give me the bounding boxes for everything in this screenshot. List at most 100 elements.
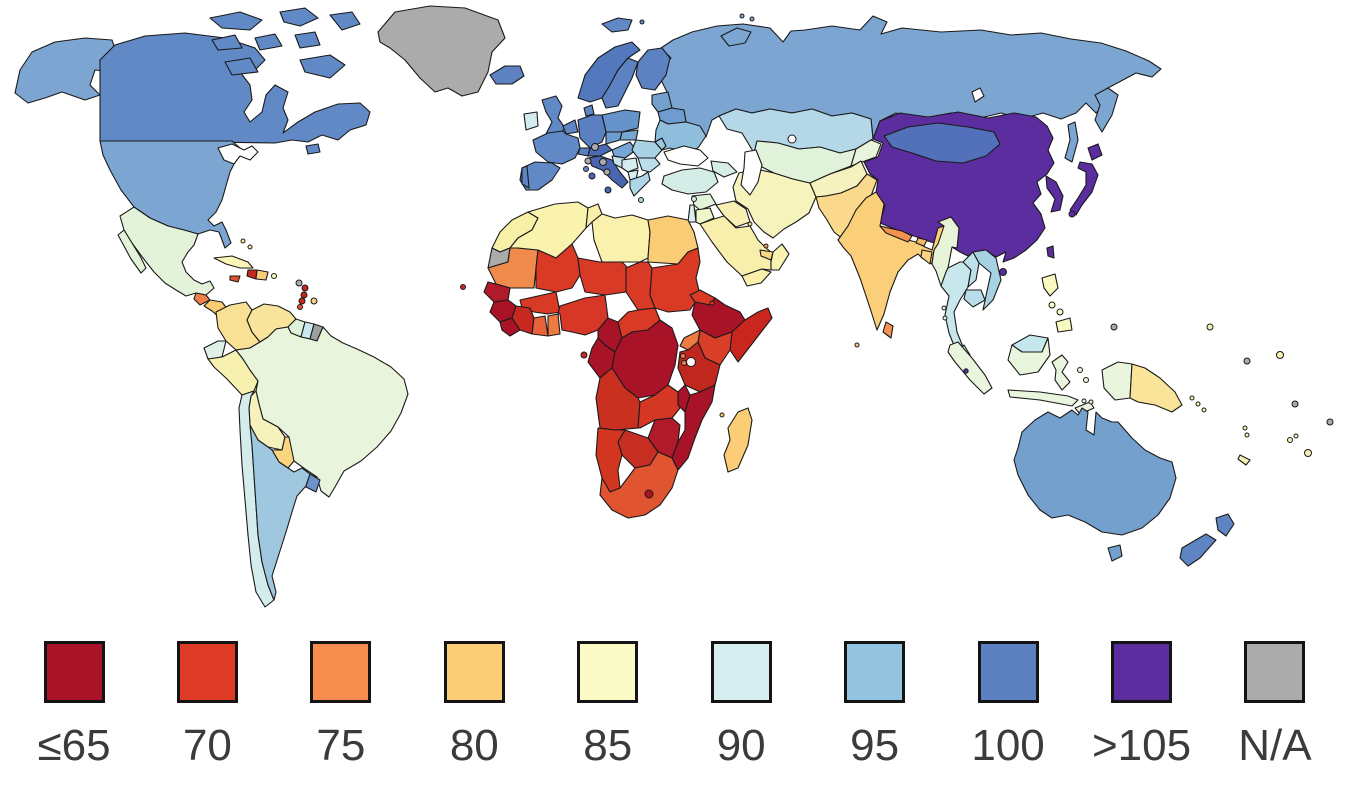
legend-label-2: 75	[316, 721, 366, 770]
region-papua-new-guinea	[1129, 363, 1183, 413]
legend-item-3: 80	[422, 641, 526, 768]
region-taiwan	[1046, 245, 1055, 259]
region-sudan	[649, 247, 701, 313]
legend-label-3: 80	[449, 721, 499, 770]
legend-label-8: >105	[1091, 721, 1192, 770]
legend-swatch-4	[577, 641, 639, 703]
region-solomon-3	[1201, 407, 1207, 413]
region-bali	[1081, 398, 1087, 404]
legend-item-9: N/A	[1223, 641, 1327, 768]
region-black-sea	[663, 145, 709, 167]
region-arctic-island-3	[329, 11, 361, 31]
region-sri-lanka	[882, 321, 894, 339]
region-uruguay	[305, 473, 321, 493]
region-qatar	[763, 243, 769, 249]
region-vanuatu-1	[1242, 425, 1248, 431]
region-kuwait	[747, 221, 753, 227]
region-svalbard	[601, 17, 633, 33]
region-franz-josef-1	[739, 13, 745, 19]
region-haiti	[246, 269, 258, 280]
legend-item-1: 70	[155, 641, 259, 768]
region-sweden	[601, 57, 639, 109]
region-djibouti	[709, 300, 715, 306]
legend-item-4: 85	[556, 641, 660, 768]
region-czechia	[605, 131, 623, 145]
region-new-guinea-west	[1101, 361, 1133, 401]
region-andaman-2	[942, 315, 948, 321]
region-dominican-republic	[255, 269, 269, 281]
region-maldives	[854, 342, 860, 348]
legend-item-8: >105	[1090, 641, 1194, 768]
region-microstate-2	[584, 157, 592, 165]
legend-item-2: 75	[289, 641, 393, 768]
region-sao-tome	[580, 351, 588, 359]
region-arctic-island-2	[279, 7, 319, 27]
region-new-zealand-south	[1179, 533, 1217, 567]
region-mozambique	[671, 384, 716, 471]
region-germany	[577, 114, 607, 149]
region-syria	[691, 193, 717, 211]
region-canada	[99, 32, 371, 144]
legend-swatch-1	[176, 641, 238, 703]
legend-swatch-3	[443, 641, 505, 703]
region-bangladesh	[920, 249, 933, 265]
region-franz-josef-2	[749, 16, 755, 22]
legend-swatch-9	[1244, 641, 1306, 703]
legend-item-5: 90	[689, 641, 793, 768]
region-microstate-4	[603, 168, 611, 176]
region-greece	[629, 171, 651, 197]
region-nepal	[879, 225, 913, 243]
region-arctic-island-6	[294, 31, 321, 49]
region-iceland	[489, 65, 525, 85]
region-lebanon-israel	[687, 204, 697, 223]
region-baffin-island	[299, 54, 346, 79]
region-lombok	[1088, 399, 1094, 405]
region-united-kingdom	[541, 95, 566, 137]
region-sumatra	[947, 341, 993, 395]
region-bhutan	[915, 237, 928, 247]
region-philippines-visayas-1	[1048, 301, 1056, 309]
region-cape-verde	[460, 284, 466, 290]
region-slovakia	[619, 129, 639, 141]
region-sulawesi	[1051, 354, 1071, 391]
region-finland	[635, 47, 671, 91]
region-japan-honshu	[1069, 161, 1099, 216]
region-greenland	[377, 5, 506, 97]
region-arctic-island-1	[209, 11, 263, 31]
region-borneo-indonesia	[1007, 337, 1051, 376]
region-tuvalu	[1276, 351, 1284, 359]
region-corsica	[583, 166, 589, 172]
region-new-caledonia	[1237, 454, 1251, 466]
legend-label-7: 100	[971, 721, 1045, 770]
region-ecuador	[203, 340, 227, 360]
region-france	[532, 130, 581, 165]
region-victoria-island	[224, 57, 259, 76]
region-namibia	[595, 427, 626, 493]
region-solomon-2	[1195, 401, 1201, 407]
region-bahamas-1	[240, 238, 246, 244]
region-niger	[577, 257, 629, 296]
region-hainan	[999, 268, 1007, 276]
region-samoa	[1304, 449, 1312, 457]
region-portugal	[521, 165, 530, 189]
legend-label-6: 95	[850, 721, 900, 770]
region-caucasus	[710, 160, 738, 178]
region-guam	[1206, 323, 1214, 331]
legend-label-1: 70	[182, 721, 232, 770]
region-madagascar	[723, 407, 753, 473]
legend-label-0: ≤65	[37, 721, 111, 770]
region-poland	[601, 109, 641, 133]
region-andaman-1	[941, 305, 947, 311]
region-denmark	[583, 104, 595, 117]
region-bosnia-serbia	[621, 157, 639, 173]
region-java	[1007, 389, 1079, 407]
region-lesser-antilles-4	[297, 304, 303, 310]
legend-swatch-6	[844, 641, 906, 703]
legend-label-4: 85	[583, 721, 633, 770]
region-ghana	[531, 315, 549, 337]
region-lesser-antilles-gray	[295, 279, 303, 287]
region-australia	[1013, 407, 1177, 536]
region-south-africa	[599, 451, 679, 519]
region-caspian-sea	[740, 149, 763, 196]
